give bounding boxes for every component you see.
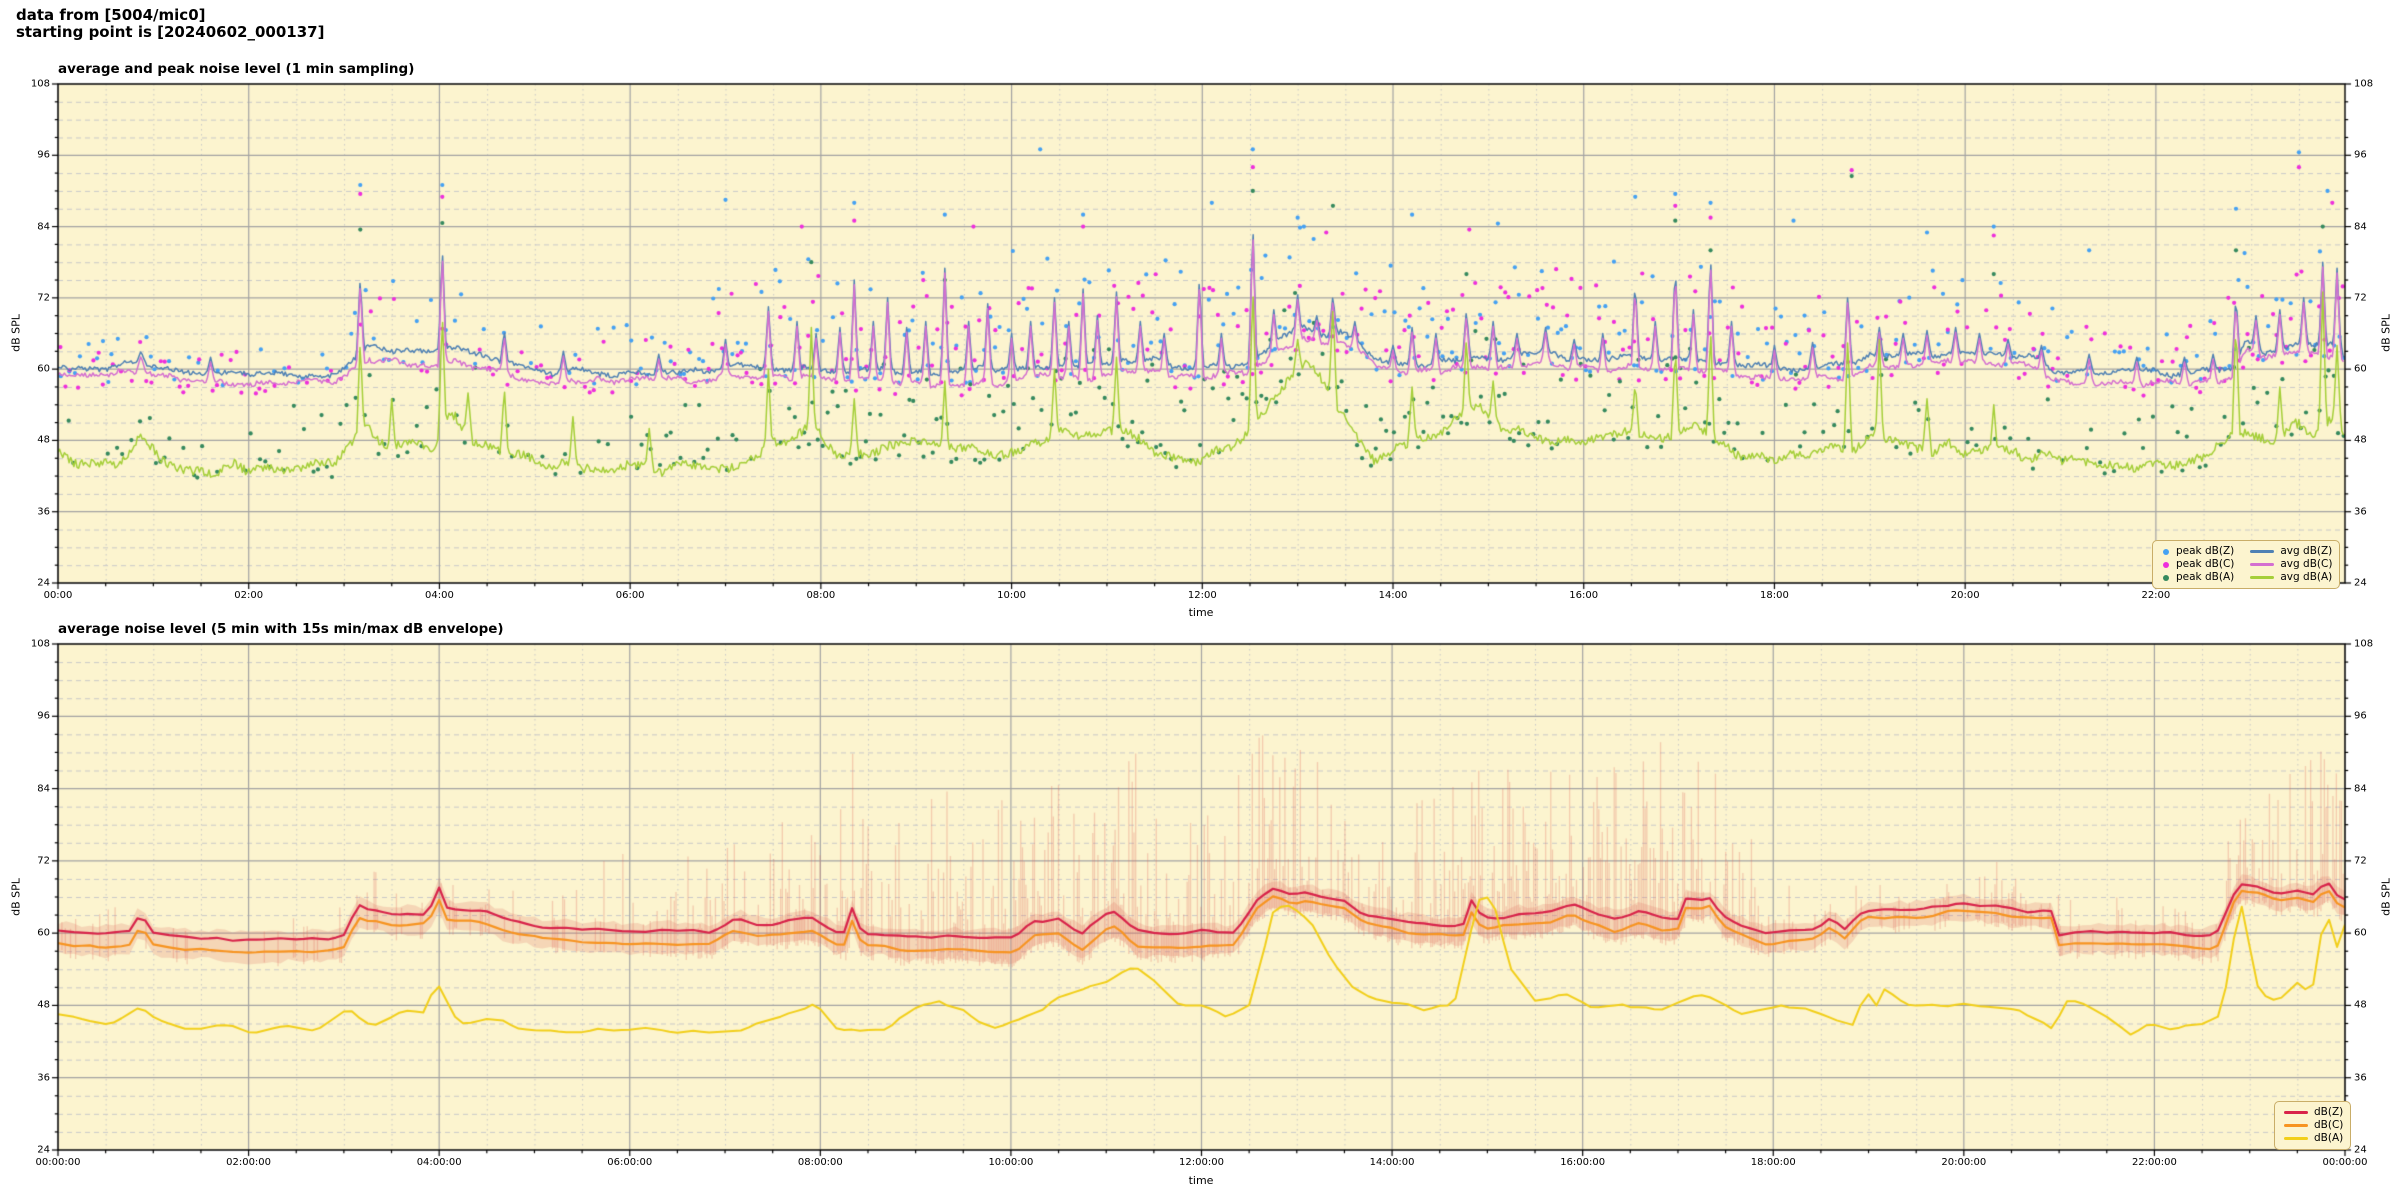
legend-item-peak-dba: peak dB(A) — [2160, 571, 2234, 584]
y-tick-label: 72 — [37, 855, 50, 867]
x-tick-label: 06:00:00 — [607, 1157, 653, 1168]
x-tick-label: 16:00 — [1569, 590, 1599, 601]
y-tick-label: 84 — [37, 783, 50, 795]
legend-label: peak dB(C) — [2176, 558, 2235, 570]
peak-dbz-marker-icon — [2163, 548, 2169, 555]
dba-line-icon — [2284, 1136, 2308, 1141]
x-tick-label: 08:00 — [806, 590, 836, 601]
y-tick-label: 84 — [37, 221, 50, 233]
top-xlabel: time — [1188, 606, 1214, 619]
bottom-chart-title: average noise level (5 min with 15s min/… — [58, 621, 504, 637]
legend-label: dB(C) — [2314, 1119, 2344, 1131]
x-tick-label: 18:00 — [1760, 590, 1789, 601]
top-ylabel-right: dB SPL — [2379, 314, 2393, 352]
y-tick-label: 24 — [37, 1144, 50, 1156]
y-tick-label: 48 — [2354, 434, 2367, 446]
x-tick-label: 04:00:00 — [416, 1157, 462, 1168]
x-tick-label: 18:00:00 — [1750, 1157, 1796, 1168]
y-tick-label: 96 — [37, 710, 50, 722]
y-tick-label: 108 — [2354, 638, 2374, 650]
x-tick-label: 22:00 — [2141, 590, 2171, 601]
y-tick-label: 96 — [2354, 710, 2367, 722]
legend-label: peak dB(A) — [2176, 571, 2235, 583]
y-tick-label: 72 — [37, 292, 50, 304]
x-tick-label: 02:00:00 — [226, 1157, 272, 1168]
legend-item-avg-dbz: avg dB(Z) — [2248, 545, 2332, 558]
top-ylabel-left: dB SPL — [9, 314, 23, 352]
y-tick-label: 60 — [2354, 363, 2367, 375]
x-tick-label: 20:00 — [1950, 590, 1980, 601]
x-tick-label: 08:00:00 — [797, 1157, 843, 1168]
y-tick-label: 72 — [2354, 292, 2367, 304]
peak-dbc-marker-icon — [2163, 561, 2169, 568]
legend-label: peak dB(Z) — [2176, 545, 2235, 557]
peak-dba-marker-icon — [2163, 574, 2169, 581]
legend-item-peak-dbz: peak dB(Z) — [2160, 545, 2234, 558]
legend-label: dB(A) — [2314, 1132, 2344, 1144]
y-tick-label: 24 — [2354, 577, 2367, 589]
avg-dbz-line-icon — [2250, 549, 2275, 554]
legend-item-dbz: dB(Z) — [2282, 1106, 2343, 1119]
y-tick-label: 84 — [2354, 783, 2367, 795]
legend-item-peak-dbc: peak dB(C) — [2160, 558, 2234, 571]
x-tick-label: 10:00:00 — [988, 1157, 1034, 1168]
y-tick-label: 108 — [30, 78, 50, 90]
legend-item-dbc: dB(C) — [2282, 1119, 2343, 1132]
y-tick-label: 36 — [2354, 1072, 2367, 1084]
y-tick-label: 36 — [2354, 506, 2367, 518]
avg-dbc-line-icon — [2250, 562, 2275, 567]
header-source-line: data from [5004/mic0] — [16, 6, 206, 24]
legend-label: dB(Z) — [2314, 1106, 2344, 1118]
bottom-chart-canvas — [0, 638, 2400, 1160]
bottom-ylabel-right: dB SPL — [2379, 878, 2393, 916]
x-tick-label: 22:00:00 — [2131, 1157, 2177, 1168]
x-tick-label: 16:00:00 — [1560, 1157, 1606, 1168]
y-tick-label: 60 — [2354, 927, 2367, 939]
x-tick-label: 14:00 — [1378, 590, 1408, 601]
x-tick-label: 00:00:00 — [35, 1157, 81, 1168]
x-tick-label: 02:00 — [234, 590, 264, 601]
y-tick-label: 36 — [37, 1072, 50, 1084]
bottom-ylabel-left: dB SPL — [9, 878, 23, 916]
y-tick-label: 24 — [37, 577, 50, 589]
y-tick-label: 24 — [2354, 1144, 2367, 1156]
y-tick-label: 60 — [37, 363, 50, 375]
top-chart-legend: peak dB(Z) peak dB(C) peak dB(A) avg dB(… — [2152, 540, 2341, 589]
y-tick-label: 36 — [37, 506, 50, 518]
x-tick-label: 20:00:00 — [1941, 1157, 1987, 1168]
legend-item-avg-dbc: avg dB(C) — [2248, 558, 2332, 571]
y-tick-label: 48 — [37, 434, 50, 446]
legend-item-avg-dba: avg dB(A) — [2248, 571, 2332, 584]
x-tick-label: 04:00 — [425, 590, 454, 601]
x-tick-label: 10:00 — [997, 590, 1026, 601]
y-tick-label: 96 — [37, 149, 50, 161]
y-tick-label: 48 — [37, 999, 50, 1011]
y-tick-label: 48 — [2354, 999, 2367, 1011]
y-tick-label: 108 — [2354, 78, 2374, 90]
y-tick-label: 108 — [30, 638, 50, 650]
top-chart-canvas — [0, 78, 2400, 598]
y-tick-label: 60 — [37, 927, 50, 939]
top-chart-title: average and peak noise level (1 min samp… — [58, 61, 415, 77]
y-tick-label: 96 — [2354, 149, 2367, 161]
x-tick-label: 14:00:00 — [1369, 1157, 1415, 1168]
x-tick-label: 12:00 — [1187, 590, 1217, 601]
bottom-xlabel: time — [1188, 1174, 1214, 1187]
x-tick-label: 12:00:00 — [1179, 1157, 1224, 1168]
x-tick-label: 00:00 — [43, 590, 73, 601]
x-tick-label: 06:00 — [615, 590, 645, 601]
y-tick-label: 84 — [2354, 221, 2367, 233]
avg-dba-line-icon — [2250, 575, 2275, 580]
dbc-line-icon — [2284, 1123, 2308, 1128]
bottom-chart-legend: dB(Z) dB(C) dB(A) — [2274, 1101, 2352, 1150]
legend-label: avg dB(C) — [2280, 558, 2333, 570]
y-tick-label: 72 — [2354, 855, 2367, 867]
legend-label: avg dB(A) — [2280, 571, 2333, 583]
x-tick-label: 00:00:00 — [2322, 1157, 2368, 1168]
legend-item-dba: dB(A) — [2282, 1132, 2343, 1145]
dbz-line-icon — [2284, 1110, 2308, 1115]
header-start-line: starting point is [20240602_000137] — [16, 23, 325, 41]
legend-label: avg dB(Z) — [2280, 545, 2333, 557]
